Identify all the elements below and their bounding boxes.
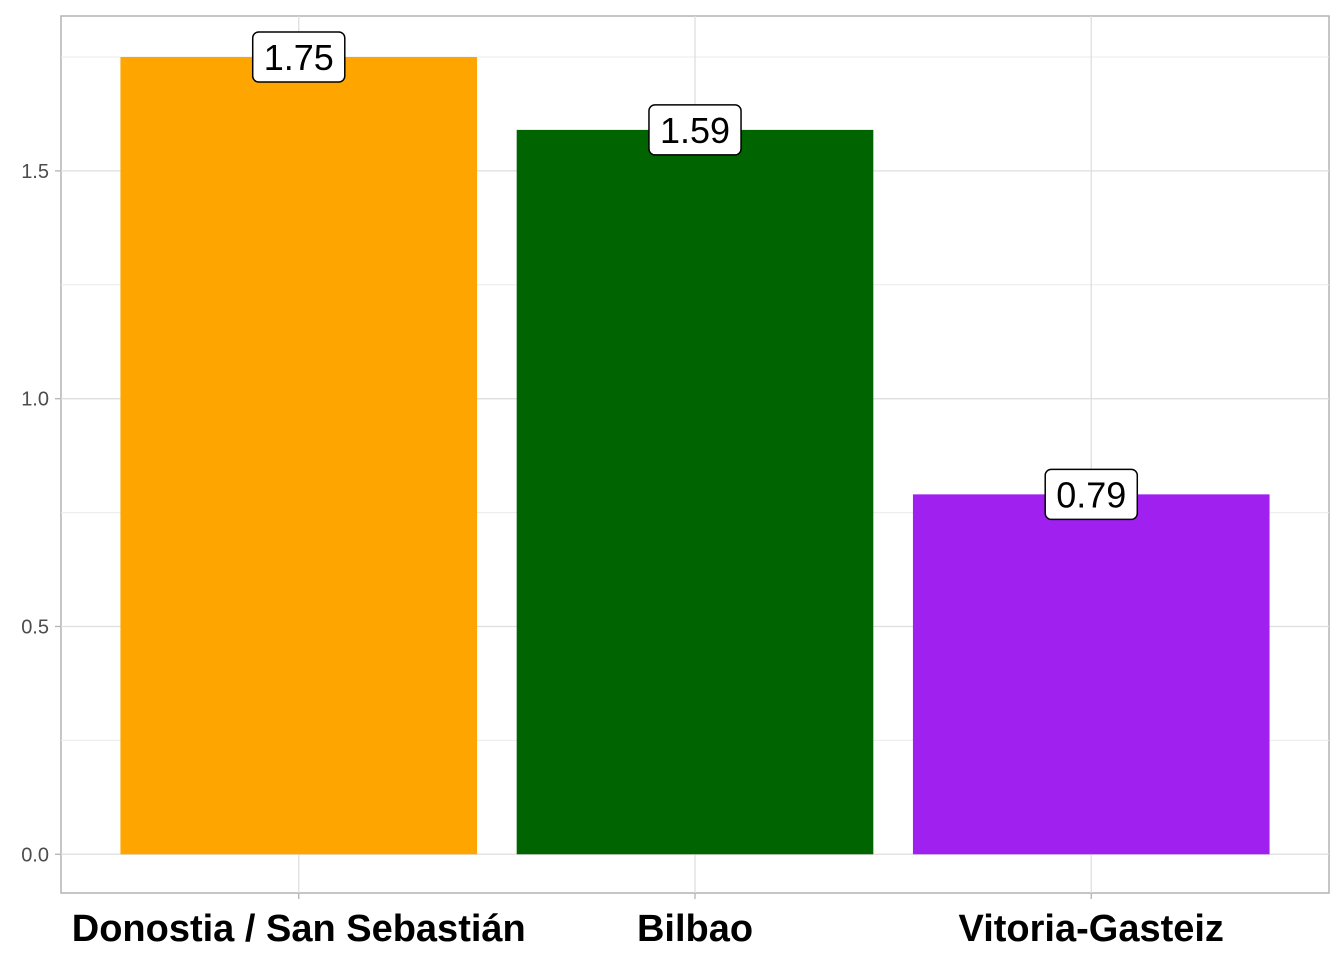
x-tick-label: Bilbao [637, 908, 753, 950]
axes: 0.0 0.5 1.0 1.5 Donostia / San Sebastián Bilb… [21, 161, 1224, 950]
data-label-text: 1.59 [660, 110, 730, 151]
x-tick-label: Vitoria-Gasteiz [959, 908, 1224, 950]
bars [120, 57, 1270, 855]
data-label-text: 0.79 [1056, 474, 1126, 515]
y-tick-label: 0.5 [21, 616, 49, 638]
data-labels: 1.75 1.59 0.79 [251, 31, 1139, 521]
bar [516, 129, 874, 855]
data-label-box [648, 104, 742, 156]
data-label: 1.59 [648, 104, 742, 156]
data-label-box [1044, 468, 1139, 521]
data-label: 0.79 [1044, 468, 1139, 521]
data-label-box [251, 31, 346, 83]
y-tick-label: 1.5 [21, 161, 49, 183]
y-tick-label: 0.0 [21, 844, 49, 866]
bar [120, 57, 478, 855]
data-label: 1.75 [251, 31, 346, 83]
bar [912, 494, 1270, 855]
data-label-text: 1.75 [264, 37, 334, 78]
x-tick-label: Donostia / San Sebastián [72, 908, 526, 950]
y-tick-label: 1.0 [21, 389, 49, 411]
